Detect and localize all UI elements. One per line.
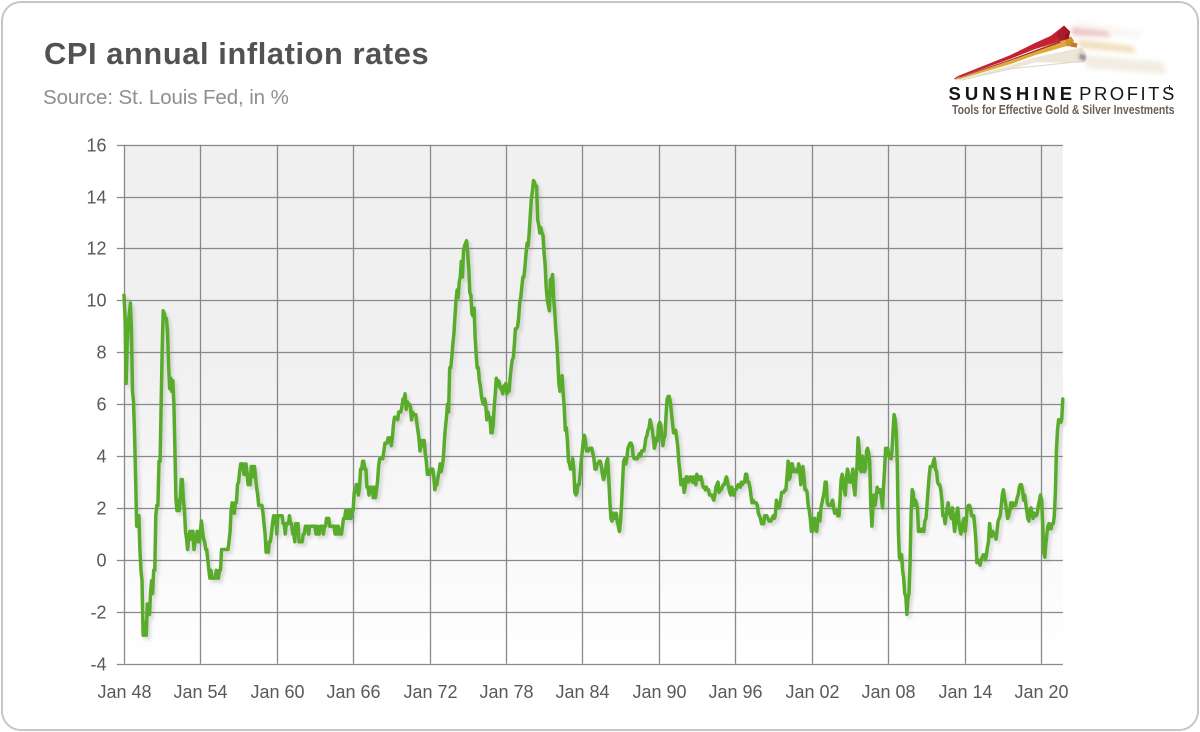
svg-text:Jan 66: Jan 66	[326, 682, 380, 702]
svg-text:8: 8	[96, 343, 106, 363]
svg-text:6: 6	[96, 395, 106, 415]
svg-text:4: 4	[96, 447, 106, 467]
svg-text:Jan 60: Jan 60	[250, 682, 304, 702]
svg-text:Jan 48: Jan 48	[97, 682, 151, 702]
svg-text:14: 14	[86, 188, 106, 208]
svg-text:Jan 96: Jan 96	[708, 682, 762, 702]
svg-text:2: 2	[96, 499, 106, 519]
svg-text:12: 12	[86, 239, 106, 259]
svg-text:Jan 20: Jan 20	[1014, 682, 1068, 702]
svg-text:Jan 14: Jan 14	[938, 682, 992, 702]
svg-text:16: 16	[86, 136, 106, 156]
svg-text:Jan 08: Jan 08	[861, 682, 915, 702]
svg-text:0: 0	[96, 551, 106, 571]
svg-text:Jan 72: Jan 72	[403, 682, 457, 702]
svg-text:-2: -2	[90, 603, 106, 623]
svg-text:-4: -4	[90, 655, 106, 675]
svg-text:10: 10	[86, 291, 106, 311]
svg-text:Jan 90: Jan 90	[632, 682, 686, 702]
svg-text:Jan 78: Jan 78	[479, 682, 533, 702]
svg-text:Jan 84: Jan 84	[555, 682, 609, 702]
svg-text:Jan 54: Jan 54	[173, 682, 227, 702]
svg-text:Jan 02: Jan 02	[785, 682, 839, 702]
